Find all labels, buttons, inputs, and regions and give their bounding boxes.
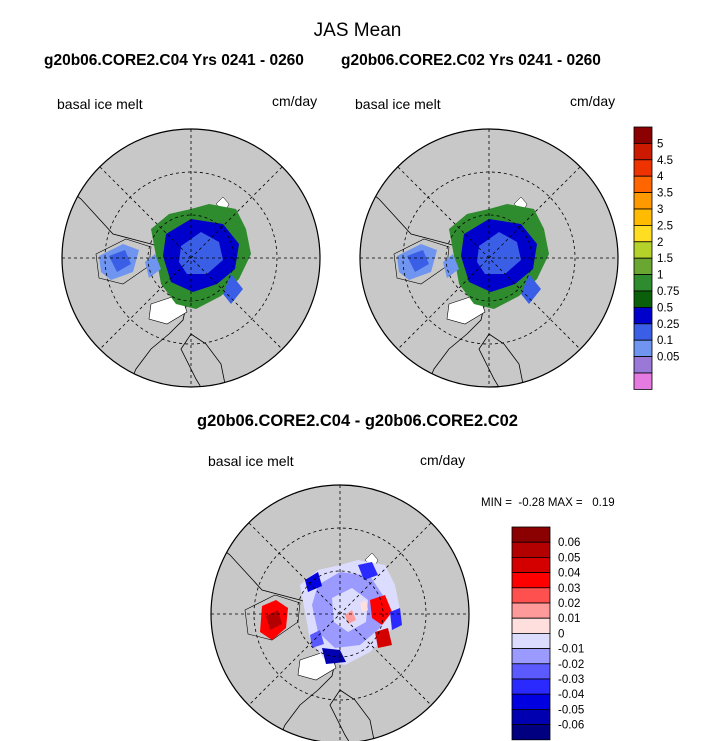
colorbar-diff-swatch (511, 587, 551, 604)
left-panel-units: cm/day (272, 93, 318, 109)
map-grid (62, 129, 320, 387)
colorbar-mean-tick-label: 3.5 (657, 188, 673, 200)
colorbar-mean-tick-label: 0.5 (657, 302, 673, 314)
colorbar-mean-tick-label: 0.25 (657, 319, 679, 331)
colorbar-mean-swatch (633, 306, 653, 325)
colorbar-diff-tick-label: -0.02 (558, 659, 584, 671)
colorbar-mean-swatch (633, 224, 653, 243)
colorbar-mean-tick-label: 3 (657, 204, 663, 216)
colorbar-diff-tick-label: -0.04 (558, 689, 585, 701)
right-panel-units: cm/day (570, 93, 616, 109)
colorbar-diff-tick-label: -0.06 (558, 720, 584, 732)
diff-min-max: MIN = -0.28 MAX = 0.19 (481, 497, 615, 509)
colorbar-diff-swatch (511, 709, 551, 726)
colorbar-diff-swatch (511, 557, 551, 574)
colorbar-mean-swatch (633, 323, 653, 341)
colorbar-mean-swatch (633, 175, 653, 193)
colorbar-diff-tick-label: 0.02 (558, 598, 580, 610)
colorbar-mean-swatch (633, 159, 653, 177)
colorbar-diff-tick-label: -0.03 (558, 674, 584, 686)
diff-panel-variable: basal ice melt (208, 453, 294, 469)
right-panel-variable: basal ice melt (355, 96, 441, 112)
colorbar-diff-tick-label: 0.06 (558, 537, 580, 549)
max-label: MAX = (547, 497, 583, 509)
diff-panel-units: cm/day (420, 452, 466, 468)
colorbar-mean-swatch (633, 372, 653, 390)
colorbar-mean-swatch (633, 290, 653, 308)
colorbar-diff-swatch (511, 678, 551, 695)
map-grid (360, 129, 618, 387)
colorbar-mean-tick-label: 0.75 (657, 286, 679, 298)
difference-title: g20b06.CORE2.C04 - g20b06.CORE2.C02 (197, 412, 518, 430)
colorbar-mean-swatch (633, 208, 653, 226)
colorbar-mean-tick-label: 4.5 (657, 155, 673, 167)
map-border (359, 128, 619, 388)
colorbar-diff-tick-label: 0.05 (558, 552, 580, 564)
colorbar-diff-swatch (511, 693, 551, 710)
min-label: MIN = (481, 497, 512, 509)
colorbar-diff-swatch (511, 648, 551, 665)
difference-field (260, 560, 402, 665)
colorbar-diff-tick-label: 0 (558, 628, 564, 640)
colorbar-diff-swatch (511, 617, 551, 634)
colorbar-mean-swatch (633, 356, 653, 374)
colorbar-mean-swatch (633, 241, 653, 259)
colorbar-difference: 0.06 0.05 0.04 0.03 0.02 0.01 0 -0.01 -0.02 -0.03… (511, 526, 585, 741)
colorbar-diff-tick-label: 0.01 (558, 613, 580, 625)
map-border (61, 128, 321, 388)
colorbar-diff-tick-label: 0.04 (558, 568, 581, 580)
left-subtitle: g20b06.CORE2.C04 Yrs 0241 - 0260 (44, 52, 304, 69)
map-grid (211, 485, 469, 741)
colorbar-mean-tick-label: 5 (657, 138, 663, 150)
colorbar-mean-tick-label: 4 (657, 171, 664, 183)
figure-title: JAS Mean (313, 20, 402, 41)
colorbar-diff-swatch (511, 602, 551, 619)
colorbar-mean-swatch (633, 126, 653, 144)
colorbar-mean-tick-label: 2 (657, 237, 663, 249)
colorbar-diff-tick-label: -0.01 (558, 644, 584, 656)
colorbar-mean-tick-label: 0.1 (657, 335, 673, 347)
colorbar-diff-swatch (511, 633, 551, 650)
max-value: 0.19 (592, 497, 615, 509)
map-panel-difference (210, 484, 470, 741)
min-value: -0.28 (518, 497, 545, 509)
colorbar-diff-swatch (511, 724, 551, 741)
colorbar-mean-tick-label: 1.5 (657, 253, 673, 265)
land-layer (211, 485, 469, 741)
colorbar-diff-tick-label: -0.05 (558, 704, 584, 716)
map-panel-right (359, 128, 619, 388)
colorbar-diff-tick-label: 0.03 (558, 583, 580, 595)
colorbar-mean-swatch (633, 339, 653, 358)
colorbar-mean-swatch (633, 142, 653, 161)
left-panel-variable: basal ice melt (57, 96, 143, 112)
colorbar-mean: 5 4.5 4 3.5 3 2.5 2 1.5 1 0.75 0.5 0.25 0.1 0.05 (633, 126, 679, 390)
colorbar-diff-swatch (511, 526, 551, 543)
colorbar-diff-swatch (511, 541, 551, 558)
colorbar-mean-tick-label: 1 (657, 270, 663, 282)
map-panel-left (61, 128, 321, 388)
right-subtitle: g20b06.CORE2.C02 Yrs 0241 - 0260 (341, 52, 601, 69)
colorbar-diff-swatch (511, 572, 551, 589)
colorbar-mean-tick-label: 0.05 (657, 352, 679, 364)
colorbar-mean-swatch (633, 257, 653, 276)
colorbar-mean-swatch (633, 192, 653, 210)
colorbar-mean-tick-label: 2.5 (657, 220, 673, 232)
colorbar-mean-swatch (633, 274, 653, 292)
colorbar-diff-swatch (511, 663, 551, 680)
map-border (210, 484, 470, 741)
